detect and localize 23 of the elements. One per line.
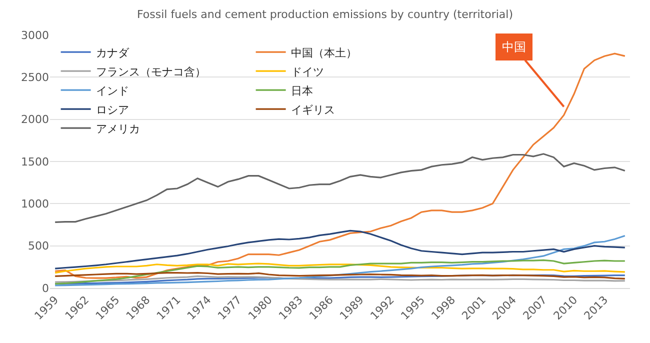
y-tick-label: 3000 bbox=[21, 28, 49, 42]
y-tick-label: 2000 bbox=[21, 113, 49, 126]
legend-label: ロシア bbox=[96, 103, 129, 116]
y-tick-label: 1000 bbox=[21, 198, 49, 211]
legend-label: 日本 bbox=[290, 84, 313, 98]
y-tick-label: 2500 bbox=[21, 71, 49, 84]
annotation: 中国 bbox=[502, 40, 526, 54]
line-series bbox=[54, 262, 626, 274]
legend-label: イギリス bbox=[290, 103, 335, 116]
legend-label: アメリカ bbox=[96, 122, 140, 136]
legend-label: フランス（モナコ含） bbox=[96, 65, 206, 78]
chart-title: Fossil fuels and cement production emissions by country (territorial) bbox=[137, 8, 513, 21]
y-tick-label: 1500 bbox=[21, 155, 49, 168]
line-series bbox=[54, 234, 626, 286]
y-tick-label: 500 bbox=[28, 240, 49, 253]
legend-label: 中国（本土） bbox=[290, 46, 357, 60]
legend-label: カナダ bbox=[96, 46, 130, 60]
line-series bbox=[54, 230, 626, 270]
legend-label: インド bbox=[96, 84, 129, 98]
legend-label: ドイツ bbox=[290, 65, 324, 78]
line-series bbox=[54, 259, 626, 285]
line-series bbox=[54, 153, 626, 224]
y-tick-label: 0 bbox=[42, 282, 49, 295]
